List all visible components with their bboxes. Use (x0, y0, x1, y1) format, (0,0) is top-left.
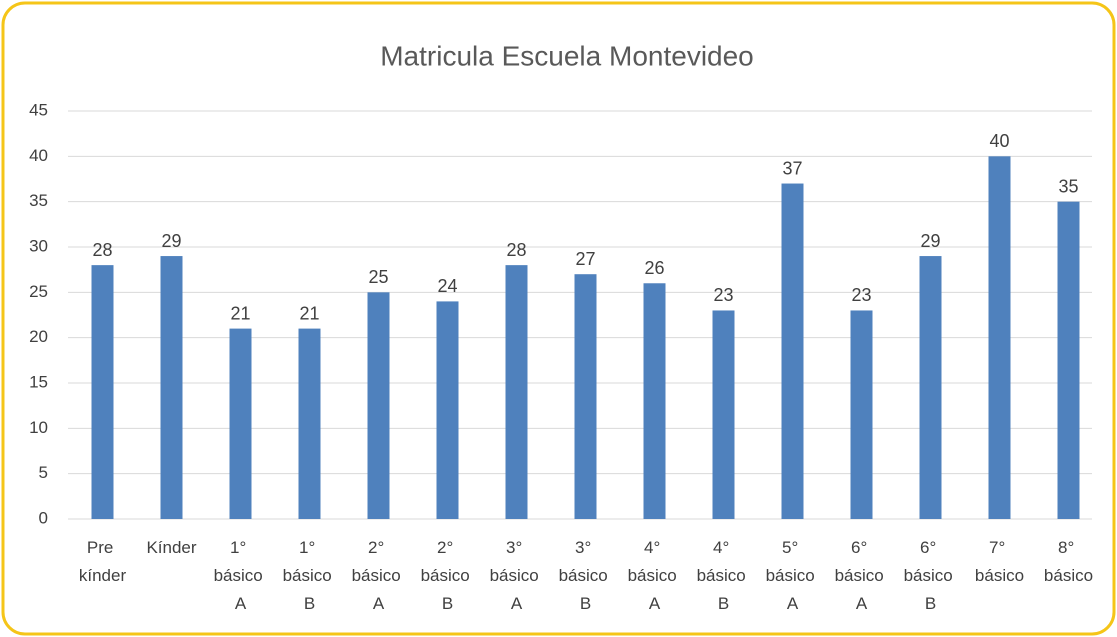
x-tick-label: 6° básico B (904, 538, 958, 613)
y-tick-label: 15 (29, 372, 48, 391)
data-label: 23 (851, 285, 871, 305)
y-tick-label: 25 (29, 282, 48, 301)
bar (160, 256, 183, 519)
data-label: 29 (920, 231, 940, 251)
chart-title: Matricula Escuela Montevideo (380, 40, 754, 71)
y-tick-label: 35 (29, 191, 48, 210)
x-tick-label: 1° básico B (283, 538, 337, 613)
bar (436, 301, 459, 519)
data-label: 35 (1058, 176, 1078, 196)
data-label: 37 (782, 158, 802, 178)
data-label: 27 (575, 249, 595, 269)
bar (574, 274, 597, 519)
data-label: 28 (92, 240, 112, 260)
x-tick-label: 1° básico A (214, 538, 268, 613)
x-tick-label: 7° básico (975, 538, 1024, 585)
x-tick-label: 2° básico B (421, 538, 475, 613)
data-label: 24 (437, 276, 457, 296)
y-tick-label: 40 (29, 146, 48, 165)
bar (298, 328, 321, 519)
y-tick-label: 20 (29, 327, 48, 346)
data-label: 21 (230, 303, 250, 323)
x-tick-label: 8° básico (1044, 538, 1093, 585)
data-label: 21 (299, 303, 319, 323)
bar (367, 292, 390, 519)
bar (91, 265, 114, 519)
y-tick-label: 0 (39, 508, 48, 527)
data-label: 25 (368, 267, 388, 287)
x-tick-label: Pre kínder (79, 538, 127, 585)
x-tick-label: 6° básico A (835, 538, 889, 613)
y-tick-label: 10 (29, 418, 48, 437)
x-tick-label: 4° básico B (697, 538, 751, 613)
x-tick-label: 5° básico A (766, 538, 820, 613)
bar (781, 183, 804, 520)
bar (1057, 201, 1080, 519)
y-tick-label: 45 (29, 100, 48, 119)
data-label: 40 (989, 131, 1009, 151)
bar (712, 310, 735, 519)
y-tick-label: 30 (29, 236, 48, 255)
data-label: 29 (161, 231, 181, 251)
bar (919, 256, 942, 519)
bar (988, 156, 1011, 520)
bar (850, 310, 873, 519)
x-tick-label: Kínder (146, 538, 196, 557)
data-label: 28 (506, 240, 526, 260)
y-tick-label: 5 (39, 463, 48, 482)
x-tick-label: 3° básico A (490, 538, 544, 613)
data-label: 23 (713, 285, 733, 305)
x-tick-label: 2° básico A (352, 538, 406, 613)
x-tick-label: 4° básico A (628, 538, 682, 613)
bar (229, 328, 252, 519)
bar (505, 265, 528, 519)
data-label: 26 (644, 258, 664, 278)
bar (643, 283, 666, 519)
x-tick-label: 3° básico B (559, 538, 613, 613)
